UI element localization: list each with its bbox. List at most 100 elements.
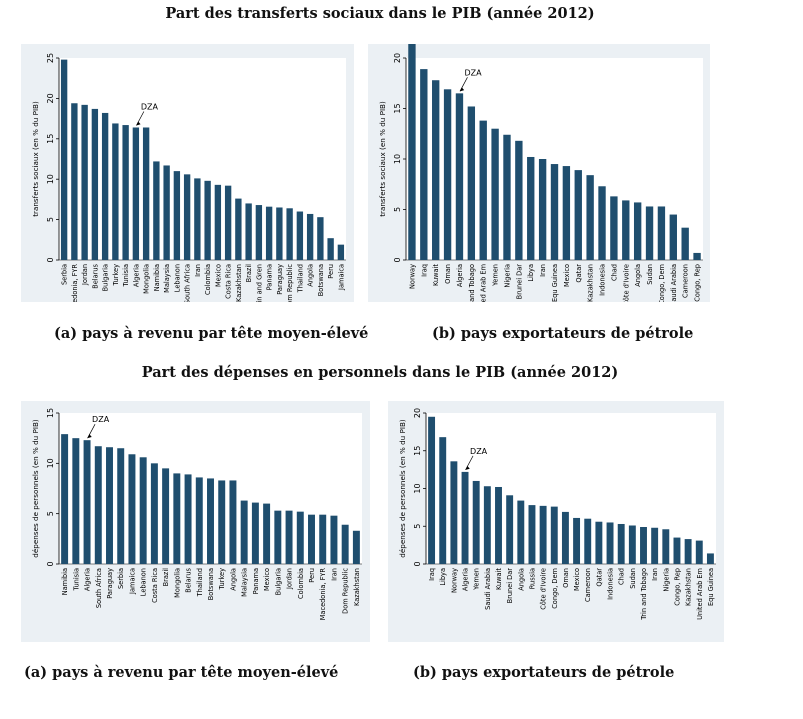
- bar-belarus: [184, 474, 192, 564]
- category-label: Congo, Dem: [658, 264, 666, 302]
- category-label: Belarus: [91, 263, 99, 288]
- bar-yemen: [472, 480, 480, 564]
- category-label: Iraq: [420, 264, 428, 277]
- category-label: Peru: [308, 568, 316, 583]
- category-label: Turkey: [218, 568, 226, 591]
- category-label: Brunei Dar: [506, 568, 514, 604]
- category-label: Mexico: [214, 264, 222, 287]
- y-axis-title: dépenses de personnels (en % du PIB): [398, 419, 407, 558]
- bar-indonesia: [598, 186, 606, 260]
- category-label: Chad: [610, 264, 618, 281]
- category-label: Namibia: [153, 264, 161, 291]
- category-label: Congo, Dem: [551, 568, 559, 609]
- category-label: Belarus: [185, 567, 193, 592]
- y-tick-label: 20: [413, 408, 422, 418]
- bar-congo-dem: [657, 206, 666, 260]
- y-tick-label: 10: [46, 458, 55, 468]
- bar-qatar: [574, 170, 582, 260]
- bar-costa-rica: [150, 463, 158, 564]
- category-label: Angola: [634, 264, 642, 287]
- bar-kazakhstan: [586, 175, 594, 260]
- category-label: Iran: [330, 568, 338, 581]
- bar-angola: [633, 202, 642, 260]
- y-tick-label: 5: [413, 524, 422, 529]
- bar-jordan: [285, 510, 293, 564]
- category-label: Nigeria: [503, 264, 511, 288]
- category-label: Libya: [527, 264, 535, 282]
- category-label: United Arab Em: [696, 568, 704, 620]
- category-label: Panama: [252, 568, 260, 594]
- y-tick-label: 0: [46, 257, 55, 262]
- category-label: Thailand: [196, 568, 204, 597]
- category-label: Jamaica: [128, 568, 136, 595]
- bar-nigeria: [503, 134, 511, 260]
- caption-bottom-a: (a) pays à revenu par tête moyen-élevé: [24, 664, 339, 681]
- bar-lebanon: [139, 457, 147, 564]
- bar-thailand: [296, 211, 304, 260]
- category-label: Yemen: [473, 568, 481, 591]
- bar-jordan: [81, 104, 88, 260]
- bar-angola: [517, 500, 525, 564]
- bar-botswana: [207, 478, 214, 564]
- category-label: Costa Rica: [225, 264, 233, 299]
- chart-panel-bottom-b: 0 5 10 15 20 dépenses de personnels (en % du …: [388, 401, 724, 642]
- bar-serbia: [117, 448, 125, 564]
- bar-algeria: [132, 127, 140, 260]
- bar-turkey: [218, 480, 226, 564]
- y-tick-label: 15: [393, 103, 402, 113]
- category-label: Mexico: [563, 264, 571, 287]
- chart-bottom-a: 0 5 10 15 dépenses de personnels (en % du PI…: [31, 408, 362, 620]
- y-tick-label: 0: [46, 561, 55, 566]
- bar-mexico: [573, 517, 581, 564]
- bar-mongolia: [142, 127, 150, 260]
- y-tick-label: 20: [46, 93, 55, 103]
- category-label: Malaysia: [241, 568, 249, 597]
- category-label: Brazil: [245, 264, 253, 283]
- category-label: Nigeria: [662, 568, 670, 592]
- bar-angola: [229, 480, 237, 564]
- bar-kazakhstan: [352, 530, 360, 564]
- category-label: Congo, Rep: [694, 264, 702, 302]
- bar-namibia: [61, 434, 69, 564]
- y-tick-label: 10: [46, 174, 55, 184]
- y-tick-label: 10: [393, 154, 402, 164]
- category-label: Jordan: [286, 568, 294, 590]
- bar-mexico: [214, 184, 222, 260]
- y-tick-label: 0: [393, 257, 402, 262]
- annotation-label: DZA: [464, 68, 482, 77]
- annotation-arrowhead: [87, 434, 92, 439]
- bar-mongolia: [173, 473, 181, 564]
- bar-south-africa: [183, 174, 191, 260]
- bar-iran: [194, 178, 201, 260]
- category-label: South Africa: [95, 568, 103, 608]
- bar-chad: [617, 523, 625, 564]
- category-label: Algeria: [84, 568, 92, 591]
- category-label: Brunei Dar: [515, 264, 523, 300]
- category-label: Bulgaria: [102, 264, 110, 291]
- bar-iran: [330, 515, 338, 564]
- caption-bottom-b: (b) pays exportateurs de pétrole: [413, 664, 675, 681]
- y-axis-title: transferts sociaux (en % du PIB): [31, 101, 40, 217]
- bar-iraq: [428, 416, 436, 564]
- bar-jamaica: [337, 244, 345, 260]
- category-label: Algeria: [456, 264, 464, 287]
- bar-peru: [308, 514, 315, 564]
- bar-kuwait: [432, 80, 440, 260]
- category-label: Norway: [408, 264, 416, 289]
- y-tick-label: 10: [413, 483, 422, 493]
- category-label: Algeria: [132, 264, 140, 287]
- y-tick-label: 25: [46, 53, 55, 63]
- caption-top-b: (b) pays exportateurs de pétrole: [432, 325, 694, 342]
- chart-panel-top-b: 0 5 10 15 20 transferts sociaux (en % du PIB)…: [368, 44, 710, 302]
- category-label: Lebanon: [173, 264, 181, 292]
- y-tick-label: 15: [46, 408, 55, 418]
- bar-jamaica: [128, 454, 136, 564]
- bar-mexico: [562, 166, 571, 260]
- bar-brunei-dar: [506, 495, 514, 564]
- bar-thailand: [195, 477, 203, 564]
- bar-brazil: [162, 468, 170, 564]
- bar-tunisia: [122, 125, 129, 261]
- bar-dom-republic: [341, 524, 349, 564]
- category-label: Kazakhstan: [685, 568, 693, 606]
- category-label: Saudi Arabia: [670, 264, 678, 302]
